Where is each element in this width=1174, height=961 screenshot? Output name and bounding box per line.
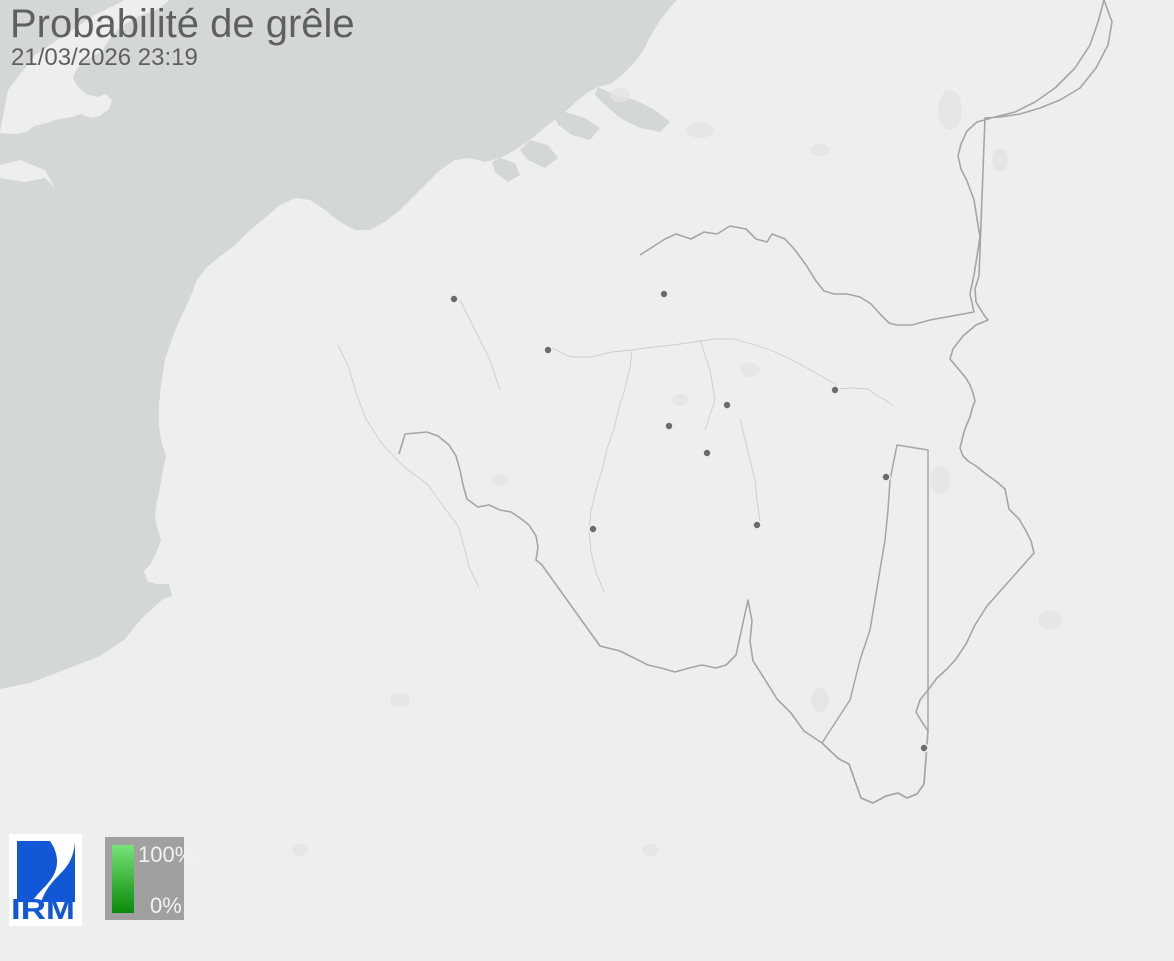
svg-text:0%: 0% [150,893,182,918]
svg-text:100%: 100% [138,842,194,867]
svg-text:IRM: IRM [11,894,75,926]
